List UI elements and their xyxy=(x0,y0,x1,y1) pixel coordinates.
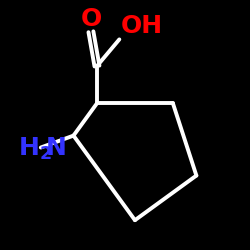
Text: 2: 2 xyxy=(40,145,52,163)
Text: N: N xyxy=(46,136,67,160)
Text: H: H xyxy=(19,136,40,160)
Text: OH: OH xyxy=(120,14,163,38)
Text: O: O xyxy=(80,6,102,30)
